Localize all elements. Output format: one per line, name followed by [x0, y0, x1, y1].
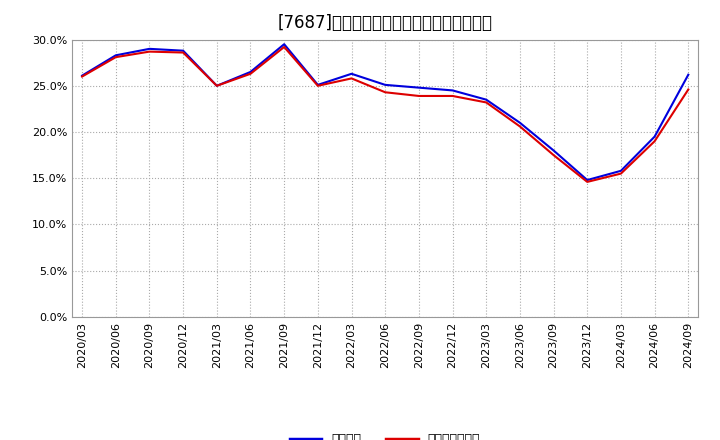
固定比率: [482, 97, 490, 102]
固定長期適合率: [179, 50, 187, 55]
固定長期適合率: [516, 124, 524, 129]
固定比率: [516, 120, 524, 125]
固定比率: [246, 69, 255, 74]
固定比率: [280, 41, 289, 47]
固定比率: [381, 82, 390, 88]
固定長期適合率: [246, 71, 255, 77]
固定比率: [78, 73, 86, 78]
固定長期適合率: [280, 44, 289, 50]
Legend: 固定比率, 固定長期適合率: 固定比率, 固定長期適合率: [285, 429, 485, 440]
固定比率: [112, 53, 120, 58]
固定比率: [313, 82, 322, 88]
固定長期適合率: [482, 100, 490, 105]
固定比率: [145, 46, 154, 51]
Line: 固定比率: 固定比率: [82, 44, 688, 180]
固定長期適合率: [650, 139, 659, 144]
固定比率: [549, 148, 558, 153]
固定比率: [347, 71, 356, 77]
固定長期適合率: [549, 152, 558, 158]
固定比率: [583, 177, 592, 183]
Title: [7687]　固定比率、固定長期適合率の推移: [7687] 固定比率、固定長期適合率の推移: [278, 15, 492, 33]
固定長期適合率: [112, 55, 120, 60]
固定比率: [684, 72, 693, 77]
固定長期適合率: [145, 49, 154, 54]
固定比率: [415, 85, 423, 90]
固定長期適合率: [616, 171, 625, 176]
固定長期適合率: [381, 90, 390, 95]
固定長期適合率: [449, 93, 457, 99]
固定長期適合率: [347, 76, 356, 81]
Line: 固定長期適合率: 固定長期適合率: [82, 47, 688, 182]
固定比率: [179, 48, 187, 53]
固定長期適合率: [583, 179, 592, 184]
固定長期適合率: [313, 83, 322, 88]
固定長期適合率: [212, 83, 221, 88]
固定比率: [650, 134, 659, 139]
固定比率: [212, 83, 221, 88]
固定比率: [616, 168, 625, 173]
固定長期適合率: [415, 93, 423, 99]
固定長期適合率: [684, 87, 693, 92]
固定長期適合率: [78, 74, 86, 79]
固定比率: [449, 88, 457, 93]
